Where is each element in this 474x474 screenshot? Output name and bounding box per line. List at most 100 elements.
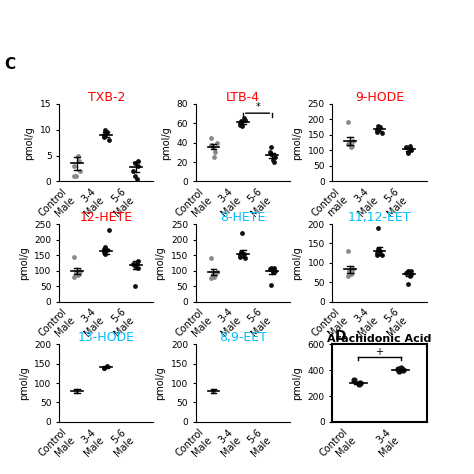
Point	[71, 162, 78, 170]
Point	[209, 387, 217, 395]
Point	[100, 134, 108, 141]
Title: 11,12-EET: 11,12-EET	[348, 211, 411, 224]
Point	[211, 148, 219, 156]
Point	[209, 144, 217, 151]
Point	[348, 142, 356, 149]
Point	[266, 148, 273, 156]
Point	[349, 265, 357, 273]
Point	[75, 157, 82, 164]
Text: C: C	[5, 57, 16, 72]
Point	[268, 281, 275, 288]
Point	[240, 115, 247, 122]
Point	[237, 251, 244, 259]
Point	[74, 152, 82, 159]
Y-axis label: pmol/g: pmol/g	[292, 246, 302, 280]
Point	[103, 362, 111, 369]
Point	[374, 122, 382, 129]
Point	[103, 246, 111, 254]
Point	[101, 126, 109, 134]
Point	[100, 245, 108, 253]
Point	[344, 140, 351, 148]
Point	[237, 248, 245, 256]
Point	[210, 273, 218, 281]
Point	[207, 274, 215, 282]
Point	[266, 265, 273, 273]
Point	[74, 272, 82, 279]
Point	[373, 127, 381, 134]
Point	[348, 269, 356, 276]
Point	[356, 379, 364, 387]
Title: 8-HETE: 8-HETE	[220, 211, 265, 224]
Point	[374, 224, 382, 232]
Point	[100, 131, 108, 139]
Point	[240, 250, 247, 257]
Point	[407, 145, 414, 153]
Point	[376, 247, 384, 255]
Point	[373, 128, 381, 136]
Point	[134, 162, 142, 170]
Title: 9-HODE: 9-HODE	[355, 91, 404, 104]
Y-axis label: pmol/g: pmol/g	[161, 126, 171, 160]
Point	[129, 261, 137, 268]
Point	[237, 119, 244, 127]
Point	[271, 267, 279, 274]
Point	[207, 134, 215, 142]
Title: 12-HETE: 12-HETE	[80, 211, 133, 224]
Point	[344, 118, 351, 126]
Title: TXB-2: TXB-2	[88, 91, 125, 104]
Title: LTB-4: LTB-4	[226, 91, 260, 104]
Point	[75, 270, 82, 277]
Point	[397, 364, 405, 371]
Point	[133, 175, 140, 182]
Point	[347, 271, 355, 278]
Point	[407, 267, 414, 274]
Point	[207, 141, 215, 148]
Point	[210, 154, 218, 161]
Point	[344, 273, 351, 280]
Point	[103, 128, 111, 136]
Point	[105, 227, 113, 234]
Y-axis label: pmol/g: pmol/g	[19, 246, 29, 280]
Point	[404, 268, 412, 275]
Point	[238, 229, 246, 237]
Point	[133, 259, 140, 267]
Point	[100, 365, 108, 372]
Point	[347, 144, 355, 151]
Point	[378, 129, 386, 137]
Point	[213, 139, 220, 146]
Y-axis label: pmol/g: pmol/g	[25, 126, 35, 160]
Point	[394, 365, 402, 373]
Point	[71, 253, 78, 260]
Point	[378, 251, 386, 259]
Point	[406, 142, 413, 149]
Text: *: *	[255, 102, 260, 112]
Point	[72, 268, 80, 276]
Point	[269, 156, 277, 164]
Point	[349, 137, 357, 145]
Point	[134, 257, 141, 265]
Point	[207, 255, 215, 262]
Point	[134, 264, 142, 271]
Title: 8,9-EET: 8,9-EET	[219, 331, 267, 344]
Point	[100, 131, 108, 139]
Point	[76, 167, 84, 175]
Point	[129, 167, 137, 175]
Point	[100, 250, 108, 257]
Point	[131, 160, 138, 167]
Text: D: D	[335, 329, 346, 343]
Point	[131, 262, 138, 270]
Y-axis label: pmol/g: pmol/g	[292, 366, 302, 400]
Point	[71, 173, 78, 180]
Y-axis label: pmol/g: pmol/g	[155, 246, 165, 280]
Title: Arachidonic Acid: Arachidonic Acid	[328, 334, 432, 344]
Point	[100, 364, 108, 371]
Point	[373, 251, 381, 259]
Point	[408, 271, 415, 278]
Point	[131, 283, 138, 290]
Title: 13-HODE: 13-HODE	[78, 331, 135, 344]
Point	[406, 273, 413, 280]
Point	[242, 117, 249, 124]
Point	[346, 267, 353, 274]
Point	[399, 366, 407, 374]
Point	[373, 249, 381, 257]
